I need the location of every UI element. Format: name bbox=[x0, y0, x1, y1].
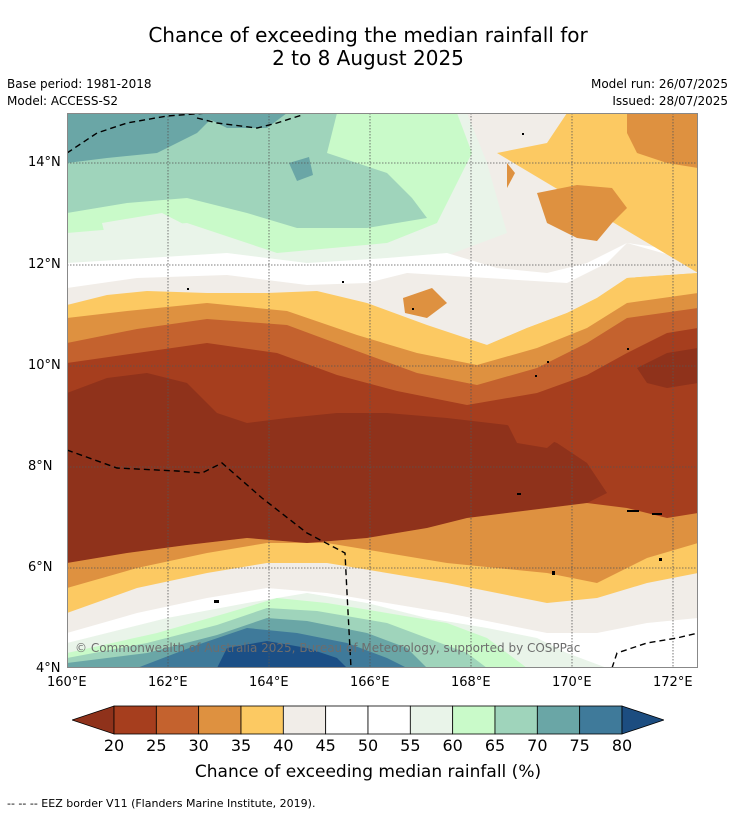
colorbar-segment bbox=[198, 705, 242, 735]
base-period: Base period: 1981-2018 bbox=[7, 77, 152, 91]
lon-label: 162°E bbox=[148, 675, 188, 690]
model-name: Model: ACCESS-S2 bbox=[7, 94, 119, 108]
map-copyright: © Commonwealth of Australia 2025, Bureau… bbox=[75, 641, 581, 655]
colorbar-segment bbox=[452, 705, 496, 735]
colorbar-segment bbox=[579, 705, 623, 735]
colorbar-tick-label: 60 bbox=[442, 736, 463, 755]
colorbar-tick-label: 55 bbox=[400, 736, 421, 755]
colorbar-tick-label: 75 bbox=[569, 736, 590, 755]
colorbar-segment bbox=[155, 705, 200, 735]
lat-label: 10°N bbox=[28, 358, 61, 373]
lon-label: 160°E bbox=[47, 675, 87, 690]
lon-label: 168°E bbox=[451, 675, 491, 690]
colorbar-segment bbox=[113, 705, 157, 735]
island-markers bbox=[187, 133, 662, 603]
lat-label: 4°N bbox=[36, 661, 61, 676]
colorbar-segment bbox=[409, 705, 454, 735]
colorbar-tick-label: 70 bbox=[527, 736, 548, 755]
colorbar-svg bbox=[70, 705, 666, 735]
colorbar-tick-label: 80 bbox=[611, 736, 633, 755]
rainfall-map bbox=[67, 113, 698, 668]
lat-label: 12°N bbox=[28, 257, 61, 272]
colorbar-tick-label: 25 bbox=[146, 736, 167, 755]
colorbar-tick-label: 40 bbox=[273, 736, 294, 755]
colorbar-segment bbox=[282, 705, 327, 735]
colorbar-tick-label: 45 bbox=[315, 736, 336, 755]
colorbar-tick-label: 20 bbox=[103, 736, 125, 755]
colorbar bbox=[70, 704, 666, 736]
colorbar-tick-label: 35 bbox=[230, 736, 252, 755]
lon-label: 170°E bbox=[552, 675, 592, 690]
lat-label: 6°N bbox=[28, 560, 53, 575]
lon-label: 164°E bbox=[249, 675, 289, 690]
colorbar-under-arrow bbox=[70, 705, 115, 735]
colorbar-segment bbox=[536, 705, 581, 735]
rainfall-map-svg bbox=[67, 113, 698, 668]
issued-date: Issued: 28/07/2025 bbox=[612, 94, 728, 108]
colorbar-over-arrow bbox=[621, 705, 666, 735]
eez-border-legend: -- -- -- EEZ border V11 (Flanders Marine… bbox=[7, 797, 316, 810]
colorbar-tick-label: 65 bbox=[484, 736, 506, 755]
lon-label: 172°E bbox=[653, 675, 693, 690]
colorbar-title: Chance of exceeding median rainfall (%) bbox=[194, 762, 542, 782]
eez-border bbox=[67, 113, 698, 668]
colorbar-segment bbox=[240, 705, 284, 735]
colorbar-tick-label: 30 bbox=[188, 736, 209, 755]
model-run-date: Model run: 26/07/2025 bbox=[590, 77, 728, 91]
colorbar-segment bbox=[494, 705, 538, 735]
map-title-line2: 2 to 8 August 2025 bbox=[272, 46, 464, 70]
lon-label: 166°E bbox=[350, 675, 390, 690]
colorbar-segment bbox=[325, 705, 369, 735]
colorbar-tick-label: 50 bbox=[357, 736, 379, 755]
colorbar-segment bbox=[367, 705, 411, 735]
lat-label: 8°N bbox=[28, 459, 53, 474]
map-title-line1: Chance of exceeding the median rainfall … bbox=[148, 23, 588, 47]
lat-label: 14°N bbox=[28, 155, 61, 170]
